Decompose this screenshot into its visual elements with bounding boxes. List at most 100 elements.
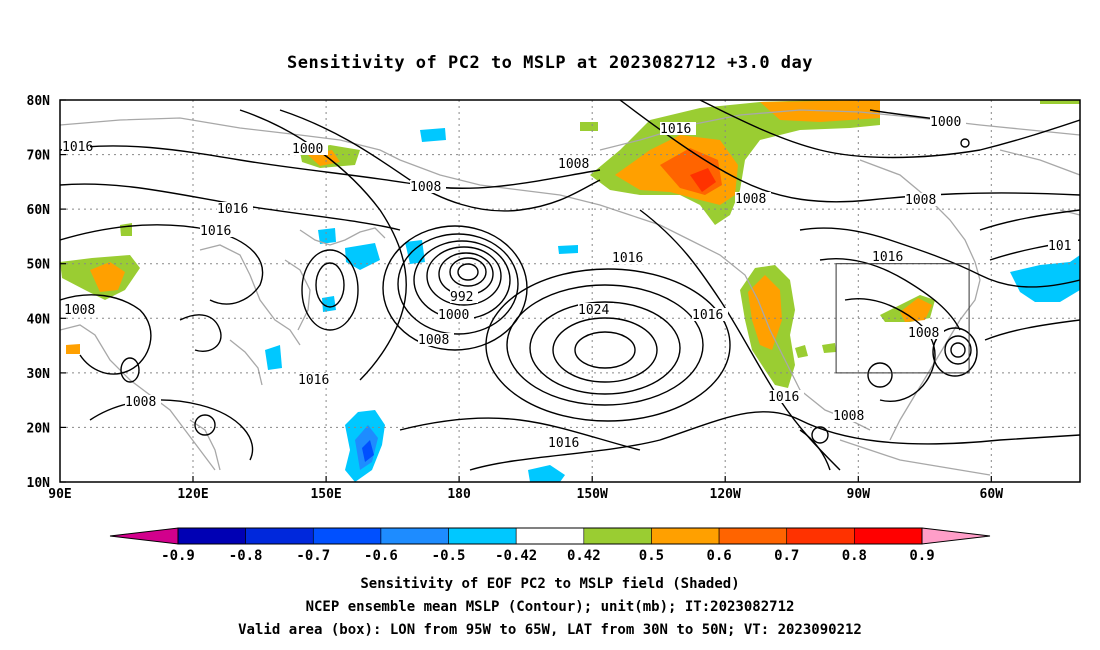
contour-label: 1016 <box>660 122 691 137</box>
lon-label: 90W <box>847 487 871 502</box>
contour-label: 101 <box>1048 239 1071 254</box>
colorbar-swatch <box>583 527 652 545</box>
lat-label: 70N <box>27 149 51 164</box>
contour-labels: 1016 1000 1008 1016 1016 1008 1016 1008 … <box>62 115 1078 451</box>
colorbar-swatch <box>515 527 585 545</box>
positive-shading-small-4 <box>66 344 80 354</box>
colorbar-swatch <box>786 527 855 545</box>
contour-label: 1008 <box>833 409 864 424</box>
lon-label: 150E <box>310 487 341 502</box>
colorbar-label: 0.5 <box>639 548 664 564</box>
contour-label: 1016 <box>768 390 799 405</box>
caption-line-2: NCEP ensemble mean MSLP (Contour); unit(… <box>306 599 795 615</box>
valid-area-box <box>835 263 970 374</box>
lon-label: 120W <box>710 487 741 502</box>
lon-label: 120E <box>177 487 208 502</box>
lon-label: 90E <box>48 487 71 502</box>
latitude-labels: 80N 70N 60N 50N 40N 30N 20N 10N <box>27 94 51 491</box>
negative-shading-small-3 <box>322 296 336 312</box>
contour-label: 1008 <box>558 157 589 172</box>
lon-label: 60W <box>980 487 1004 502</box>
contour-label: 992 <box>450 290 473 305</box>
colorbar-label: 0.8 <box>842 548 867 564</box>
positive-shading-east-us-0.6 <box>900 298 932 322</box>
lon-label: 180 <box>447 487 471 502</box>
colorbar: -0.9 -0.8 -0.7 -0.6 -0.5 -0.42 0.42 0.5 0.6 0.7 0.… <box>109 527 991 564</box>
axis-ticks <box>60 99 992 483</box>
contour-label: 1016 <box>872 250 903 265</box>
caption-line-1: Sensitivity of EOF PC2 to MSLP field (Sh… <box>360 576 739 592</box>
contour-label: 1008 <box>418 333 449 348</box>
colorbar-swatch <box>448 527 517 545</box>
sensitivity-shading <box>60 100 1080 482</box>
colorbar-label: 0.9 <box>909 548 934 564</box>
positive-shading-small-2 <box>822 343 836 353</box>
colorbar-swatch <box>651 527 720 545</box>
colorbar-label: 0.6 <box>706 548 731 564</box>
positive-shading-small-5 <box>580 122 598 131</box>
negative-shading-small-1 <box>318 228 336 244</box>
negative-shading-small-7 <box>558 245 578 254</box>
colorbar-label: -0.7 <box>296 548 330 564</box>
colorbar-high-end <box>922 528 990 544</box>
colorbar-swatch <box>245 527 314 545</box>
negative-shading-atlantic <box>1010 255 1080 302</box>
lat-label: 40N <box>27 312 51 327</box>
negative-shading-pacific--0.7 <box>362 440 374 462</box>
colorbar-swatch <box>380 527 449 545</box>
lat-label: 60N <box>27 203 51 218</box>
contour-label: 1016 <box>62 140 93 155</box>
figure-title: Sensitivity of PC2 to MSLP at 2023082712… <box>287 53 813 73</box>
longitude-labels: 90E 120E 150E 180 150W 120W 90W 60W <box>48 487 1003 502</box>
lat-label: 50N <box>27 258 51 273</box>
positive-shading-arctic-east <box>1040 100 1080 104</box>
contour-label: 1016 <box>217 202 248 217</box>
lat-label: 80N <box>27 94 51 109</box>
lat-label: 10N <box>27 476 51 491</box>
contour-label: 1008 <box>410 180 441 195</box>
contour-label: 1000 <box>930 115 961 130</box>
contour-label: 1008 <box>735 192 766 207</box>
colorbar-swatch <box>177 527 246 545</box>
colorbar-label: -0.5 <box>432 548 466 564</box>
positive-shading-small-1 <box>795 345 808 358</box>
positive-shading-canada-0.8 <box>690 168 716 192</box>
contour-label: 1008 <box>905 193 936 208</box>
negative-shading-central-pacific <box>528 465 565 482</box>
negative-shading-small-5 <box>265 345 282 370</box>
positive-shading-west-coast-0.6 <box>748 275 782 350</box>
contour-label: 1000 <box>292 142 323 157</box>
colorbar-label: -0.6 <box>364 548 398 564</box>
contour-label: 1016 <box>548 436 579 451</box>
map-panel: 1016 1000 1008 1016 1016 1008 1016 1008 … <box>27 94 1081 502</box>
contour-label: 1016 <box>612 251 643 266</box>
contour-label: 1016 <box>298 373 329 388</box>
positive-shading-asia-0.6 <box>90 262 125 292</box>
contour-label: 1016 <box>692 308 723 323</box>
colorbar-swatch <box>312 527 382 545</box>
map-frame <box>59 99 1081 483</box>
colorbar-label: 0.42 <box>567 548 601 564</box>
negative-shading-small-2 <box>345 243 380 270</box>
negative-shading-small-6 <box>420 128 446 142</box>
contour-label: 1008 <box>125 395 156 410</box>
positive-shading-small-3 <box>120 223 132 236</box>
contour-label: 1000 <box>438 308 469 323</box>
contour-label: 1008 <box>64 303 95 318</box>
caption-line-3: Valid area (box): LON from 95W to 65W, L… <box>238 622 862 638</box>
colorbar-low-end <box>110 528 178 544</box>
colorbar-label: -0.9 <box>161 548 195 564</box>
lat-label: 20N <box>27 421 51 436</box>
colorbar-label: -0.42 <box>495 548 537 564</box>
colorbar-label: 0.7 <box>774 548 799 564</box>
lon-label: 150W <box>577 487 608 502</box>
colorbar-swatch <box>718 527 788 545</box>
colorbar-swatch <box>854 527 923 545</box>
captions: Sensitivity of EOF PC2 to MSLP field (Sh… <box>238 576 862 638</box>
contour-label: 1016 <box>200 224 231 239</box>
colorbar-label: -0.8 <box>229 548 263 564</box>
lat-label: 30N <box>27 367 51 382</box>
contour-label: 1008 <box>908 326 939 341</box>
contour-label: 1024 <box>578 303 609 318</box>
